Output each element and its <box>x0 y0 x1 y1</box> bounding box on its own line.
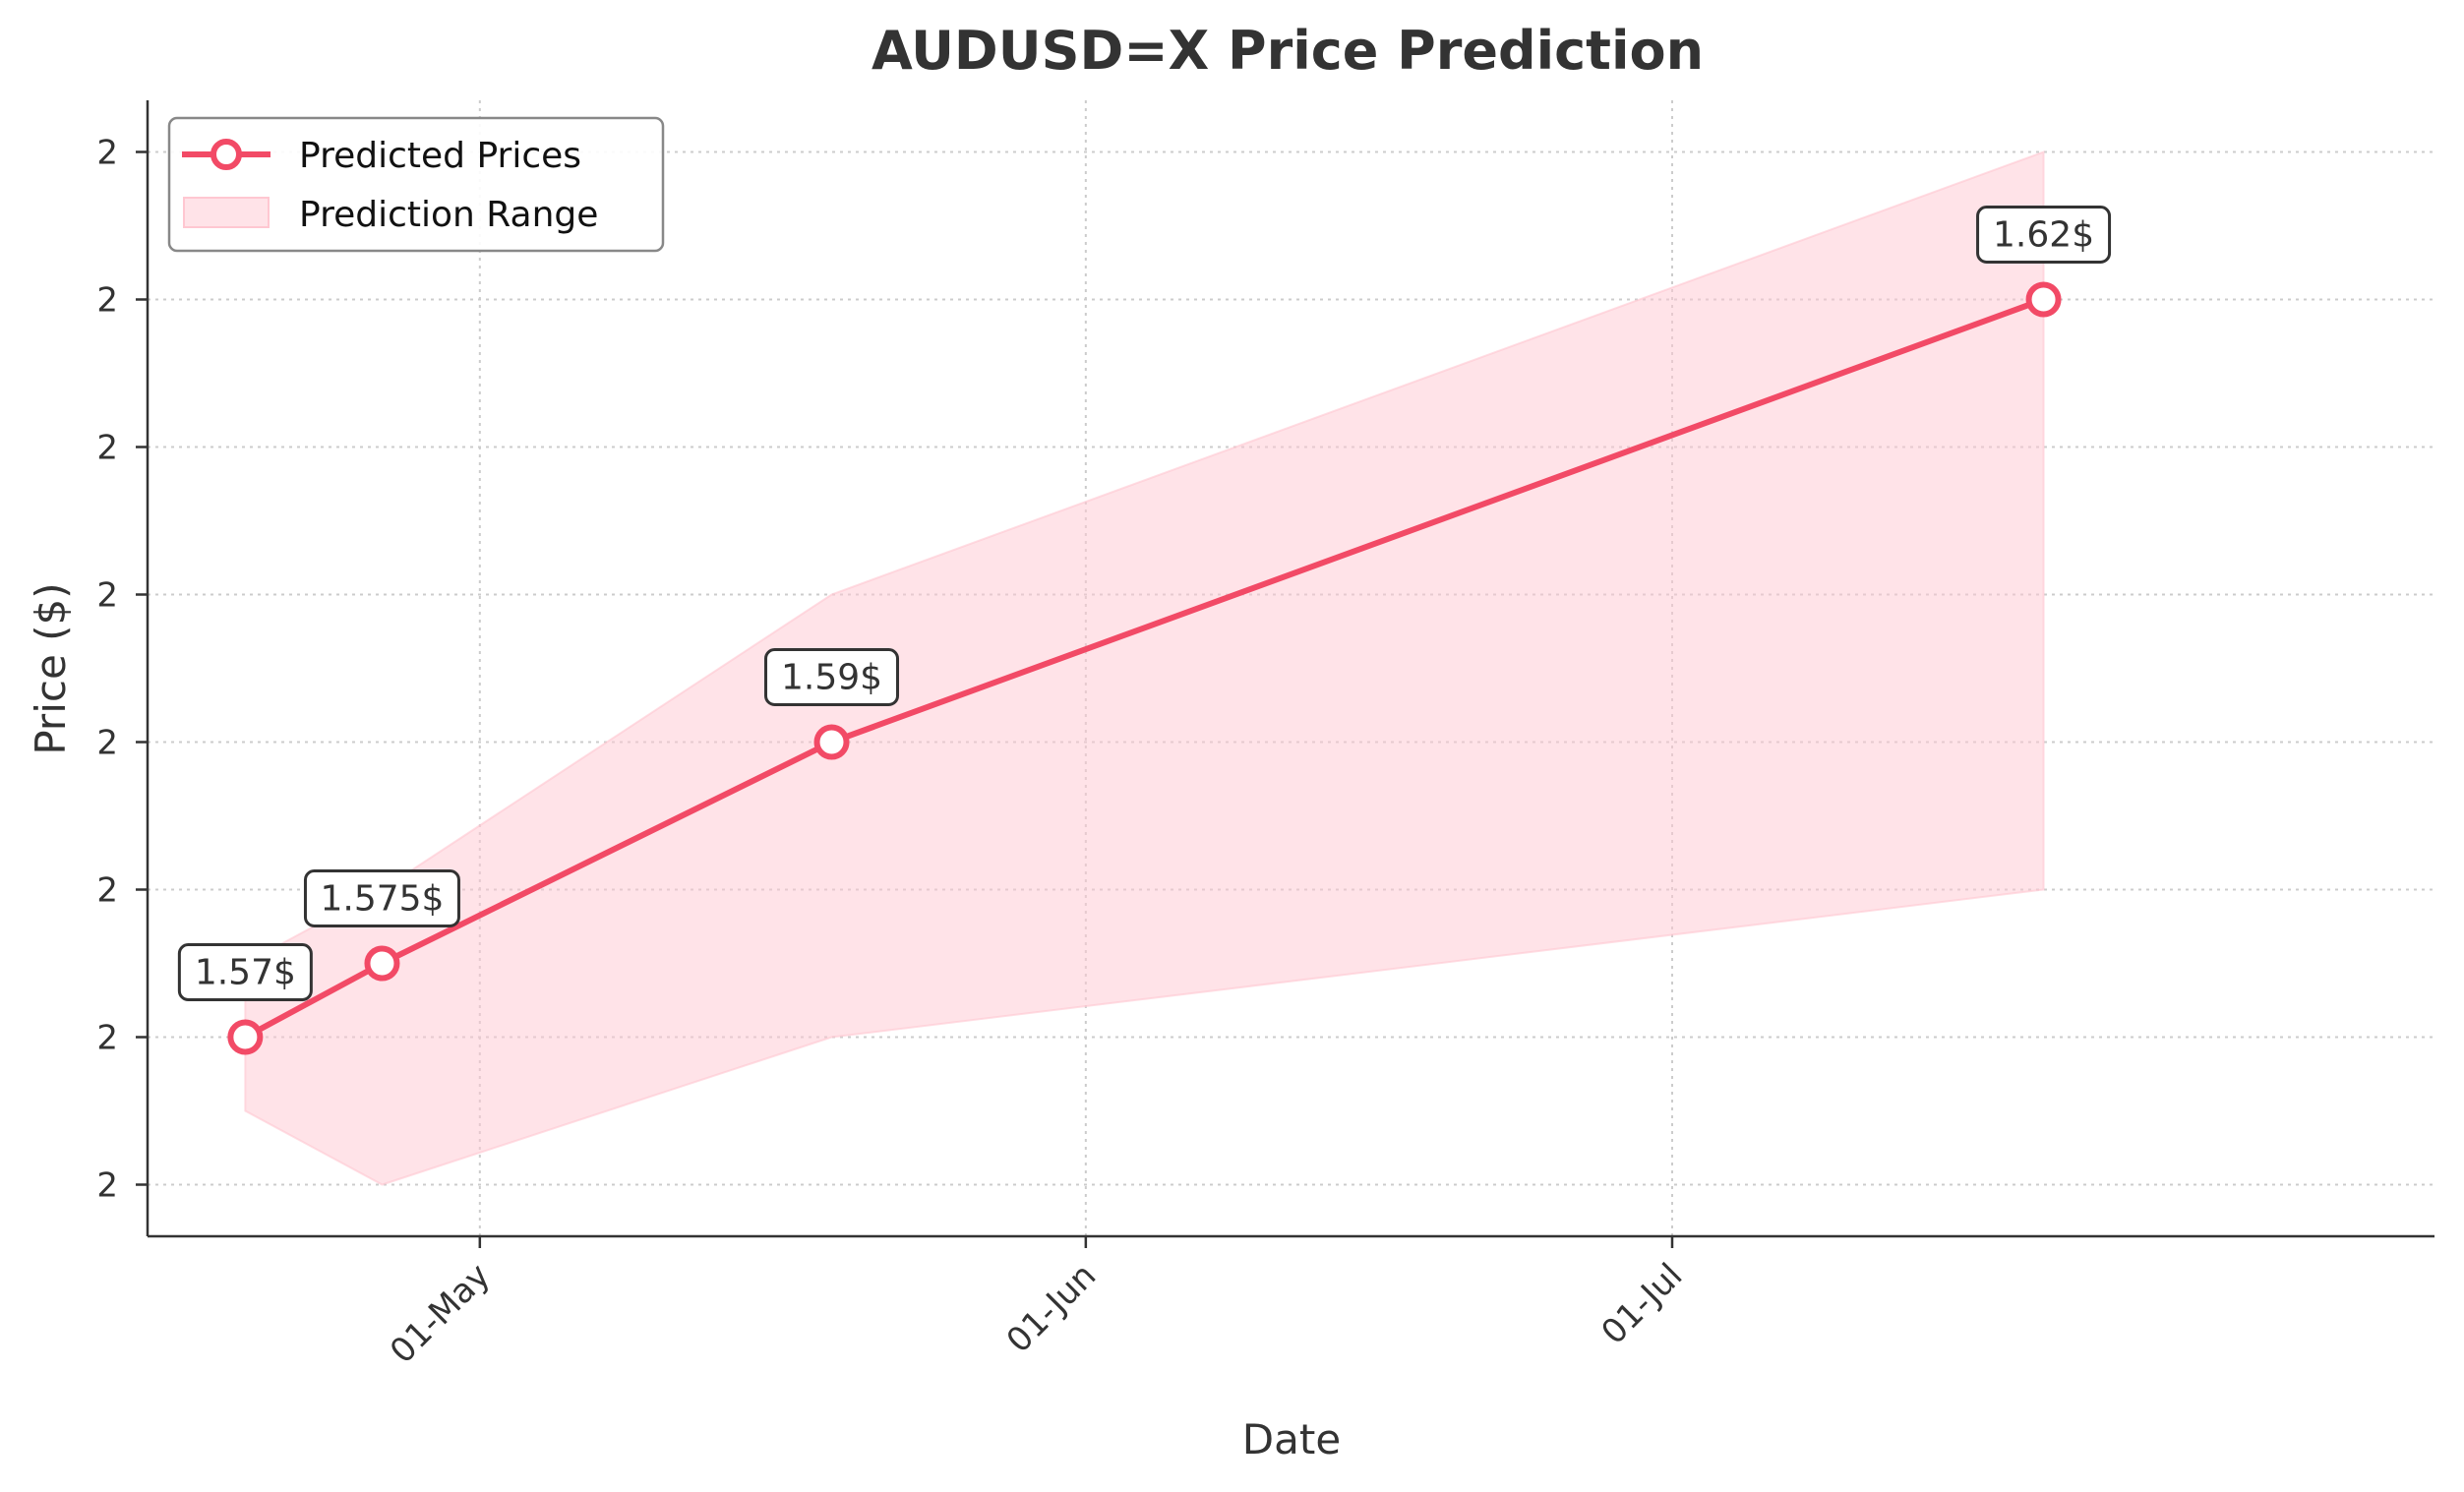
data-label-2: 1.59$ <box>764 648 900 706</box>
legend-range-swatch <box>183 197 270 228</box>
data-point-1 <box>364 945 400 982</box>
data-label-box-0 <box>177 943 313 1001</box>
y-tick-label-6: 2 <box>96 281 118 321</box>
legend-label-predicted: Predicted Prices <box>299 136 581 176</box>
y-tick-label-1: 2 <box>96 1019 118 1058</box>
data-label-box-2 <box>764 648 900 706</box>
data-point-2 <box>813 724 850 760</box>
legend: Predicted Prices Prediction Range <box>167 116 665 253</box>
x-axis-label: Date <box>1242 1415 1341 1463</box>
y-tick-label-7: 2 <box>96 134 118 173</box>
prediction-range-area <box>244 150 2045 1186</box>
data-label-box-1 <box>303 869 460 927</box>
y-ticks: 2 2 2 2 2 2 2 2 <box>96 134 148 1206</box>
data-label-text-2: 1.59$ <box>781 658 882 698</box>
legend-marker-swatch <box>210 139 242 170</box>
legend-box <box>167 116 665 253</box>
y-tick-label-5: 2 <box>96 429 118 468</box>
data-label-0: 1.57$ <box>177 943 313 1001</box>
series-layer <box>227 281 2062 1055</box>
data-point-3 <box>2025 281 2062 318</box>
chart-title: AUDUSD=X Price Prediction <box>871 20 1704 82</box>
y-tick-label-4: 2 <box>96 576 118 616</box>
data-label-text-0: 1.57$ <box>195 953 296 993</box>
data-label-text-3: 1.62$ <box>1993 215 2094 256</box>
data-point-0 <box>227 1019 264 1055</box>
legend-label-range: Prediction Range <box>299 195 598 235</box>
series-line-0 <box>242 296 2047 1041</box>
prediction-range-band <box>244 150 2045 1186</box>
y-tick-label-2: 2 <box>96 871 118 911</box>
y-tick-label-0: 2 <box>96 1166 118 1206</box>
data-label-3: 1.62$ <box>1976 206 2112 264</box>
y-axis-label: Price ($) <box>27 582 75 754</box>
y-tick-label-3: 2 <box>96 724 118 763</box>
annotations: 1.57$ 1.575$ 1.59$ 1.62$ <box>177 206 2112 1001</box>
data-label-1: 1.575$ <box>303 869 460 927</box>
data-label-box-3 <box>1976 206 2112 264</box>
data-label-text-1: 1.575$ <box>320 879 444 920</box>
